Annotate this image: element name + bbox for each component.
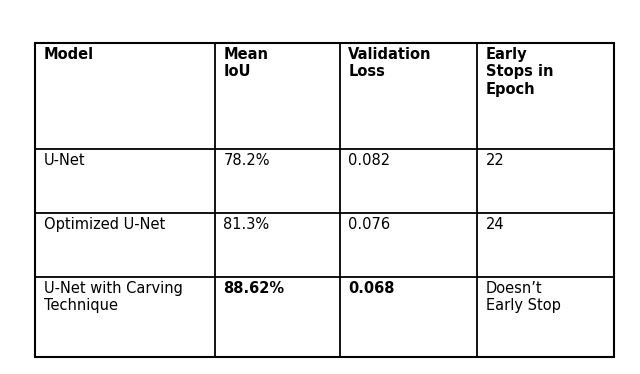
Text: 0.082: 0.082 — [348, 153, 390, 168]
Text: U-Net with Carving
Technique: U-Net with Carving Technique — [44, 281, 182, 313]
Text: 0.076: 0.076 — [348, 217, 390, 232]
Text: 0.068: 0.068 — [348, 281, 395, 296]
Text: 81.3%: 81.3% — [223, 217, 269, 232]
Text: Doesn’t
Early Stop: Doesn’t Early Stop — [486, 281, 561, 313]
Text: Validation
Loss: Validation Loss — [348, 47, 432, 79]
Text: 88.62%: 88.62% — [223, 281, 285, 296]
Text: 78.2%: 78.2% — [223, 153, 270, 168]
Text: Mean
IoU: Mean IoU — [223, 47, 268, 79]
Text: 24: 24 — [486, 217, 504, 232]
Text: Optimized U-Net: Optimized U-Net — [44, 217, 164, 232]
Text: 22: 22 — [486, 153, 504, 168]
Text: Early
Stops in
Epoch: Early Stops in Epoch — [486, 47, 553, 96]
Text: Model: Model — [44, 47, 93, 62]
Text: U-Net: U-Net — [44, 153, 85, 168]
